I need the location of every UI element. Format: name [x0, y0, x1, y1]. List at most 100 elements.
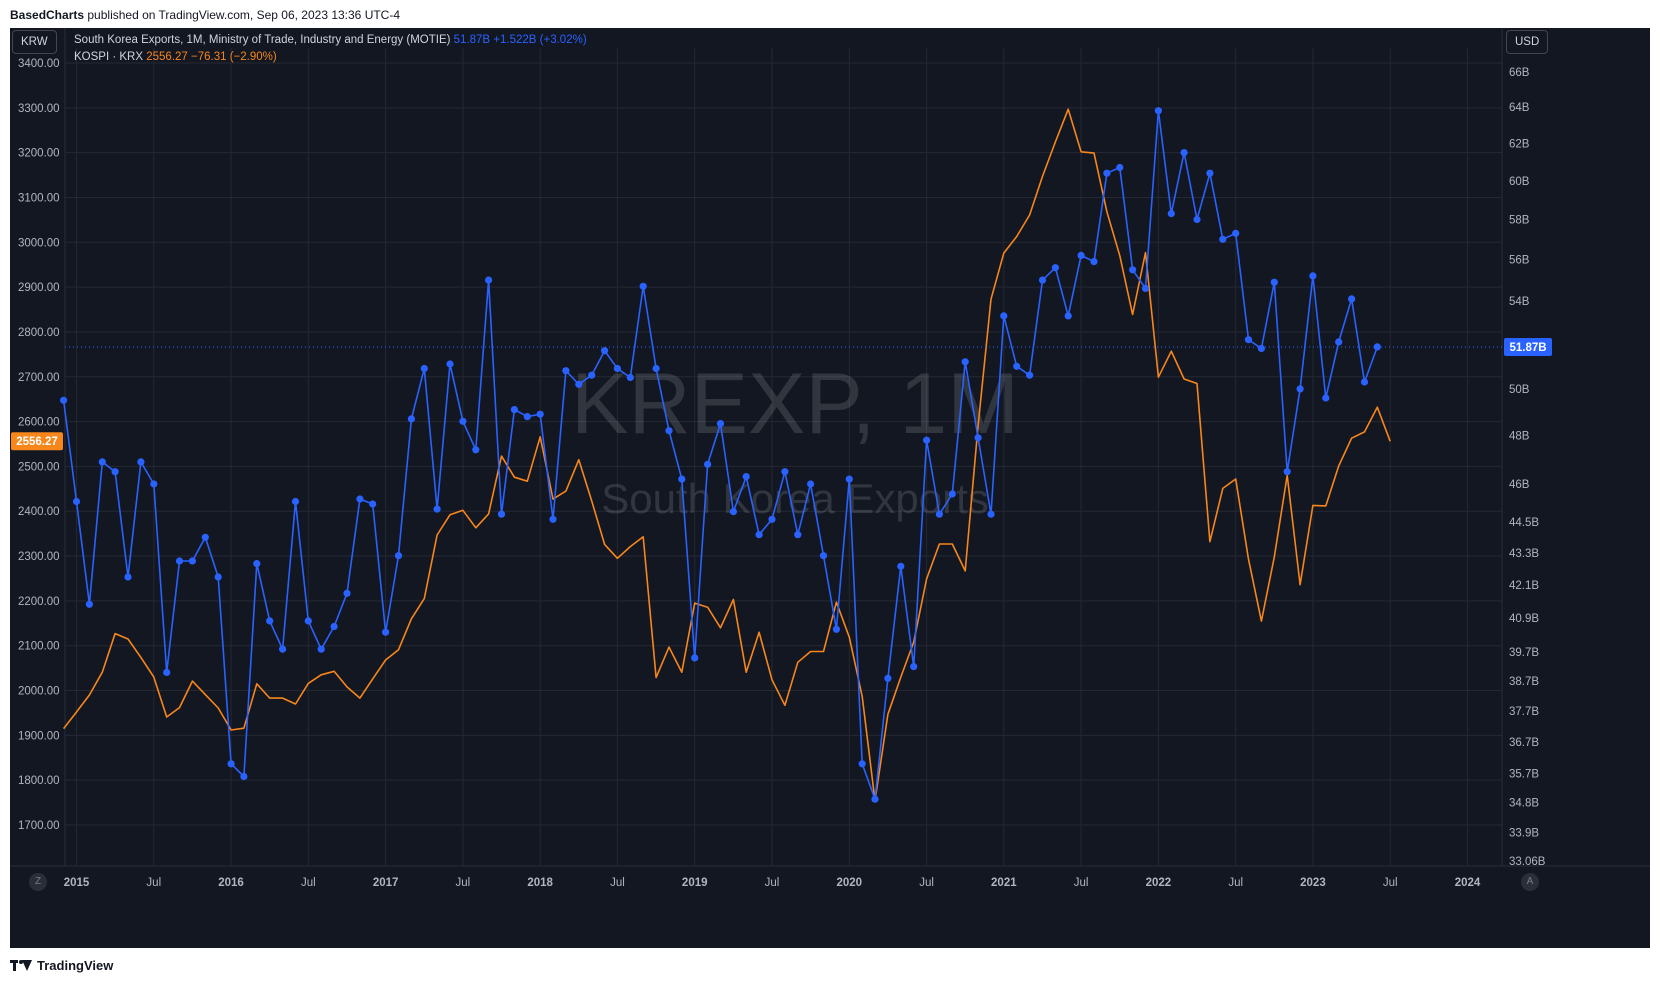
exports-point: [1103, 169, 1111, 177]
exports-point: [562, 367, 570, 375]
right-tick-label: 54B: [1509, 296, 1530, 308]
left-tick-label: 3300.00: [18, 103, 60, 115]
exports-point: [948, 490, 956, 498]
exports-point: [330, 622, 338, 631]
exports-point: [1193, 215, 1201, 224]
time-tick-label: Jul: [301, 877, 316, 889]
exports-point: [150, 480, 158, 488]
exports-point: [356, 495, 364, 503]
left-tick-label: 3200.00: [18, 148, 60, 160]
right-corner-label: A: [1526, 876, 1534, 887]
exports-point: [510, 406, 518, 414]
exports-point: [214, 573, 222, 581]
exports-point: [1206, 169, 1214, 177]
exports-point: [716, 420, 725, 428]
right-tick-label: 58B: [1509, 214, 1530, 226]
time-tick-label: 2023: [1300, 877, 1326, 889]
time-tick-label: Jul: [1228, 877, 1243, 889]
exports-point: [704, 460, 712, 468]
exports-point: [433, 505, 441, 513]
right-tick-label: 42.1B: [1509, 580, 1539, 592]
exports-series: [60, 107, 1381, 803]
auto-scale-left-button[interactable]: Z: [29, 873, 47, 891]
chart-background: [10, 28, 1650, 948]
exports-point: [291, 497, 300, 506]
exports-point: [1322, 394, 1330, 402]
left-tick-label: 2200.00: [18, 596, 60, 608]
time-tick-label: Jul: [456, 877, 471, 889]
right-unit-label: USD: [1515, 36, 1540, 48]
right-tick-label: 56B: [1509, 255, 1530, 267]
exports-point: [923, 436, 931, 444]
exports-point: [1219, 235, 1227, 243]
time-tick-label: 2024: [1455, 877, 1481, 889]
grid-lines: [10, 28, 1650, 948]
footer-brand[interactable]: TradingView: [37, 958, 114, 973]
publisher-name[interactable]: BasedCharts: [10, 8, 85, 22]
exports-point: [266, 617, 274, 625]
exports-point: [652, 364, 660, 373]
exports-point: [1335, 338, 1343, 346]
exports-point: [1013, 362, 1021, 370]
right-unit-selector[interactable]: USD: [1506, 30, 1549, 54]
left-tick-label: 3000.00: [18, 237, 60, 249]
legend-exports-value: 51.87B: [453, 34, 491, 46]
exports-point: [1309, 272, 1317, 280]
exports-point: [1348, 295, 1356, 303]
exports-point: [1232, 229, 1240, 237]
time-tick-label: 2016: [218, 877, 244, 889]
legend-kospi-label: KOSPI · KRX: [74, 51, 144, 63]
exports-point: [613, 364, 622, 373]
left-tick-label: 2600.00: [18, 417, 60, 429]
exports-point: [446, 360, 454, 368]
time-tick-label: 2020: [836, 877, 862, 889]
exports-point: [601, 347, 609, 355]
legend-exports-change: +1.522B (+3.02%): [493, 34, 587, 46]
chart-area[interactable]: KREXP, 1M South Korea Exports 1700.00 1800…: [10, 28, 1650, 948]
right-price-axis: 33.06B 33.9B 34.8B 35.7B 36.7B 37.7B 38.7B 39.7…: [1509, 67, 1546, 868]
exports-point: [137, 458, 145, 466]
time-tick-label: Jul: [610, 877, 625, 889]
exports-point: [987, 510, 995, 518]
right-tick-label: 64B: [1509, 102, 1530, 114]
exports-point: [472, 446, 480, 454]
time-axis: 2015 Jul 2016 Jul 2017 Jul 2018 Jul 2019 Jul 2020 J…: [64, 877, 1481, 889]
exports-point: [98, 458, 106, 466]
right-tick-label: 39.7B: [1509, 647, 1539, 659]
right-tick-label: 37.7B: [1509, 706, 1539, 718]
left-tick-label: 3100.00: [18, 192, 60, 204]
chart-svg[interactable]: KREXP, 1M South Korea Exports 1700.00 1800…: [10, 28, 1650, 948]
left-unit-selector[interactable]: KRW: [12, 30, 57, 54]
exports-point: [884, 674, 892, 682]
exports-point: [626, 373, 634, 382]
exports-point: [742, 473, 750, 481]
left-tick-label: 2700.00: [18, 372, 60, 384]
exports-point: [240, 772, 248, 781]
auto-scale-right-button[interactable]: A: [1521, 873, 1539, 891]
time-tick-label: 2019: [682, 877, 708, 889]
watermark: KREXP, 1M South Korea Exports: [571, 356, 1019, 522]
time-tick-label: 2022: [1146, 877, 1172, 889]
time-tick-label: 2017: [373, 877, 399, 889]
watermark-name: South Korea Exports: [601, 475, 989, 522]
watermark-symbol: KREXP, 1M: [571, 356, 1019, 452]
legend-row-exports[interactable]: South Korea Exports, 1M, Ministry of Tra…: [74, 32, 587, 49]
exports-point: [935, 510, 944, 518]
legend-kospi-change: −76.31 (−2.90%): [191, 51, 277, 63]
exports-point: [807, 480, 815, 488]
legend-row-kospi[interactable]: KOSPI · KRX 2556.27 −76.31 (−2.90%): [74, 49, 587, 66]
exports-point: [175, 557, 184, 565]
exports-point: [369, 500, 377, 508]
exports-point: [536, 410, 544, 418]
exports-point: [1077, 251, 1085, 259]
kospi-line: [62, 108, 1391, 802]
kospi-series: [62, 108, 1391, 802]
legend: South Korea Exports, 1M, Ministry of Tra…: [74, 32, 587, 66]
exports-point: [1141, 284, 1150, 292]
left-tick-label: 2500.00: [18, 461, 60, 473]
exports-point: [974, 434, 982, 442]
exports-point: [459, 417, 467, 425]
exports-point: [523, 413, 531, 421]
exports-point: [1283, 468, 1291, 476]
exports-current-badge: [1504, 337, 1552, 356]
